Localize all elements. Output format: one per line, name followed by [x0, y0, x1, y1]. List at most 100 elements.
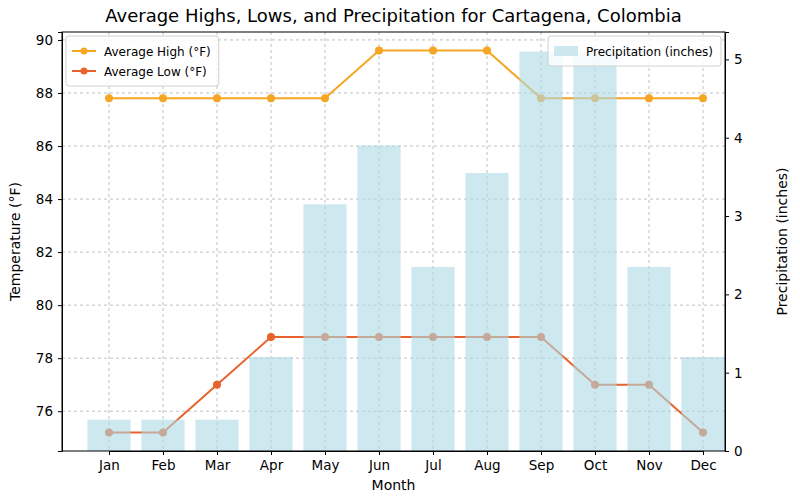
marker	[267, 94, 275, 102]
tick-label: 78	[36, 350, 53, 366]
tick-mark	[433, 451, 434, 455]
tick-label: Feb	[152, 457, 176, 473]
legend-box	[548, 36, 721, 66]
tick: 4	[725, 130, 743, 146]
tick-mark	[541, 451, 542, 455]
tick: Dec	[690, 451, 716, 473]
legend-item: Average Low (°F)	[72, 65, 207, 79]
tick-mark	[703, 451, 704, 455]
tick-mark	[58, 358, 62, 359]
tick-label: 88	[36, 85, 53, 101]
tick-label: Jan	[98, 457, 120, 473]
tick: 84	[36, 191, 62, 207]
tick: 86	[36, 138, 62, 154]
legend-marker	[81, 48, 88, 55]
tick: 1	[725, 365, 743, 381]
tick-mark	[325, 451, 326, 455]
axis: 76 78 80 82 84 86 88 90	[36, 32, 63, 452]
tick-label: Sep	[529, 457, 554, 473]
tick-label: Jul	[424, 457, 441, 473]
tick: May	[312, 451, 340, 473]
tick-mark	[379, 451, 380, 455]
bar	[465, 173, 508, 451]
tick-mark	[58, 40, 62, 41]
tick: Apr	[260, 451, 284, 473]
legend-label: Average High (°F)	[104, 45, 211, 59]
tick-label: Mar	[205, 457, 231, 473]
tick: 88	[36, 85, 62, 101]
tick-mark	[487, 451, 488, 455]
bar	[195, 420, 238, 451]
bar	[411, 267, 454, 451]
tick-mark	[58, 305, 62, 306]
axis-line	[110, 452, 704, 456]
marker	[321, 94, 329, 102]
bar	[573, 52, 616, 451]
tick: Oct	[584, 451, 607, 473]
plot-area	[87, 47, 724, 451]
marker	[429, 47, 437, 55]
tick: Aug	[474, 451, 500, 473]
axis-line	[726, 33, 730, 452]
y-axis-title: Temperature (°F)	[7, 182, 23, 302]
x-axis-title: Month	[372, 477, 416, 493]
tick: 5	[725, 51, 743, 67]
tick: 80	[36, 297, 62, 313]
legend: Average High (°F) Average Low (°F)	[66, 36, 219, 86]
tick-mark	[725, 216, 729, 217]
tick-label: Jun	[368, 457, 390, 473]
marker	[267, 333, 275, 341]
tick-mark	[725, 294, 729, 295]
marker	[105, 94, 113, 102]
tick-mark	[725, 451, 729, 452]
tick-mark	[595, 451, 596, 455]
bar	[303, 204, 346, 451]
marker	[375, 47, 383, 55]
tick-label: May	[312, 457, 340, 473]
tick-mark	[109, 451, 110, 455]
tick-mark	[58, 252, 62, 253]
tick: Nov	[636, 451, 662, 473]
tick-label: 84	[36, 191, 53, 207]
tick: 90	[36, 32, 62, 48]
tick: Mar	[205, 451, 231, 473]
tick-mark	[58, 411, 62, 412]
tick: Jun	[368, 451, 390, 473]
tick: 78	[36, 350, 62, 366]
tick: 76	[36, 403, 62, 419]
bar	[357, 146, 400, 451]
legend-item: Precipitation (inches)	[554, 45, 713, 59]
marker	[213, 94, 221, 102]
tick-label: 5	[734, 51, 743, 67]
tick: 0	[725, 443, 743, 459]
legend-item: Average High (°F)	[72, 45, 211, 59]
tick-label: Apr	[260, 457, 284, 473]
tick-label: 0	[734, 443, 743, 459]
tick: 2	[725, 286, 743, 302]
plot-frame	[62, 32, 725, 451]
tick-mark	[271, 451, 272, 455]
tick-label: 4	[734, 130, 743, 146]
tick-mark	[725, 59, 729, 60]
tick-label: 1	[734, 365, 743, 381]
tick: Jan	[98, 451, 120, 473]
title: Average Highs, Lows, and Precipitation f…	[105, 5, 681, 26]
tick-mark	[725, 373, 729, 374]
axis-line	[58, 33, 63, 452]
legend-swatch	[554, 46, 578, 56]
marker	[159, 94, 167, 102]
tick-mark	[163, 451, 164, 455]
tick-mark	[649, 451, 650, 455]
tick-label: 2	[734, 286, 743, 302]
bar	[141, 420, 184, 451]
tick-label: Dec	[690, 457, 716, 473]
tick-mark	[58, 199, 62, 200]
grid-line-y	[62, 92, 725, 93]
bar	[627, 267, 670, 451]
tick-label: 82	[36, 244, 53, 260]
legend: Precipitation (inches)	[548, 36, 721, 66]
bar	[87, 420, 130, 451]
tick-label: 76	[36, 403, 53, 419]
y2-axis-title: Precipitation (inches)	[774, 167, 790, 315]
legend-box	[66, 36, 219, 86]
